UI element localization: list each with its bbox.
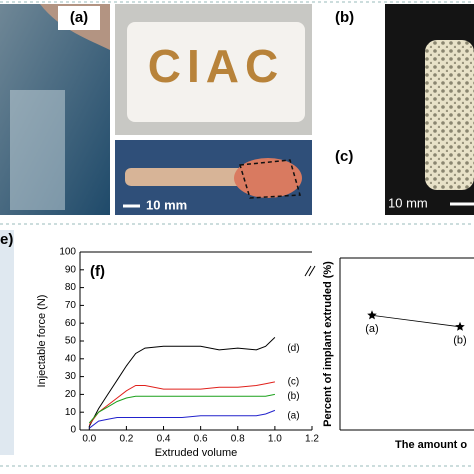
y-tick-label: 70: [65, 300, 77, 311]
series-line: [88, 393, 275, 424]
annotation: (d): [287, 343, 299, 354]
x-tick-label: 0.6: [194, 434, 208, 445]
label-bg: [58, 6, 100, 30]
y-tick-label: 80: [65, 282, 77, 293]
scale-label: 10 mm: [388, 195, 428, 210]
point: [455, 321, 465, 331]
point-label: (b): [453, 335, 466, 347]
axis-break: [304, 265, 316, 277]
y-tick-label: 60: [65, 318, 77, 329]
x-axis-label: The amount o: [395, 439, 467, 451]
point: [367, 310, 377, 320]
panel-label: (f): [90, 263, 105, 280]
x-tick-label: 0.8: [231, 434, 245, 445]
annotation: (b): [287, 391, 299, 402]
y-tick-label: 90: [65, 264, 77, 275]
x-tick-label: 0.4: [157, 434, 171, 445]
point-label: (a): [365, 323, 378, 335]
y-tick-label: 100: [59, 247, 76, 258]
panel-label: (c): [335, 148, 353, 165]
scale-label: 10 mm: [146, 197, 187, 212]
y-tick-label: 20: [65, 389, 77, 400]
panel-label: (b): [335, 9, 354, 26]
series-line: [88, 381, 275, 425]
x-axis-label: Extruded volume: [155, 447, 238, 459]
bone-end: [234, 158, 302, 198]
annotation: (c): [288, 377, 300, 388]
bone: [125, 168, 255, 186]
series-line: [88, 409, 276, 429]
y-axis-label: Percent of implant extruded (%): [322, 261, 334, 427]
annotation: (a): [287, 410, 299, 421]
sample-text: CIAC: [148, 40, 284, 92]
y-tick-label: 50: [65, 336, 77, 347]
y-tick-label: 0: [70, 425, 76, 436]
y-tick-label: 10: [65, 407, 77, 418]
photo-e: [0, 230, 14, 455]
x-tick-label: 1.2: [305, 434, 319, 445]
y-axis-label: Injectable force (N): [36, 295, 48, 388]
series-line: [88, 337, 276, 427]
y-tick-label: 30: [65, 371, 77, 382]
x-tick-label: 1.0: [268, 434, 282, 445]
panel-label: (a): [70, 9, 88, 26]
x-tick-label: 0.2: [119, 434, 133, 445]
connector: [371, 314, 461, 328]
sponge: [425, 40, 474, 190]
beaker: [10, 90, 65, 210]
sample: [127, 22, 305, 122]
x-tick-label: 0.0: [82, 434, 96, 445]
panel-label: e): [0, 231, 13, 248]
y-tick-label: 40: [65, 353, 77, 364]
outline: [239, 159, 301, 199]
